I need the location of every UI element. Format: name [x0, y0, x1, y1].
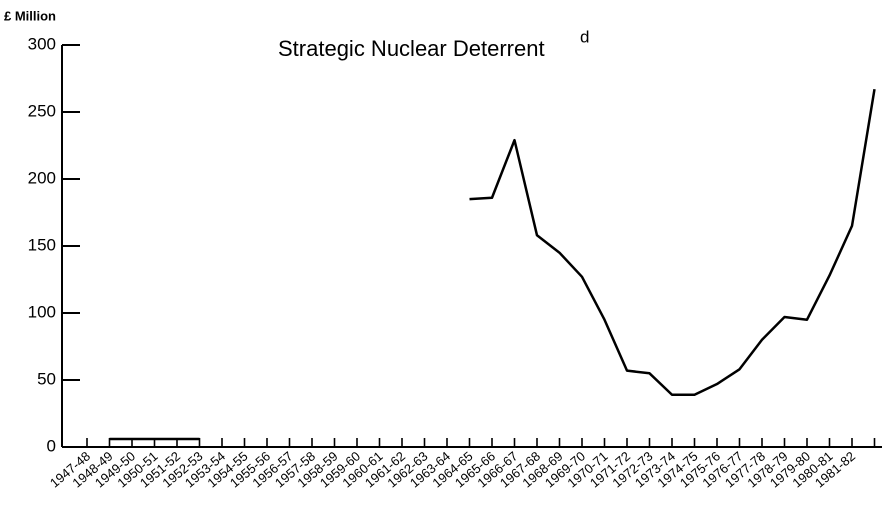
y-tick-label: 50: [37, 369, 56, 388]
y-tick-label: 250: [28, 101, 56, 120]
chart-title: Strategic Nuclear Deterrent: [278, 36, 545, 61]
y-tick-label: 200: [28, 168, 56, 187]
title-note: d: [580, 27, 589, 46]
data-line: [109, 89, 876, 441]
y-tick-label: 100: [28, 302, 56, 321]
y-axis-label: £ Million: [4, 8, 56, 23]
y-tick-label: 0: [47, 436, 56, 455]
y-tick-label: 150: [28, 235, 56, 254]
y-tick-label: 300: [28, 34, 56, 53]
